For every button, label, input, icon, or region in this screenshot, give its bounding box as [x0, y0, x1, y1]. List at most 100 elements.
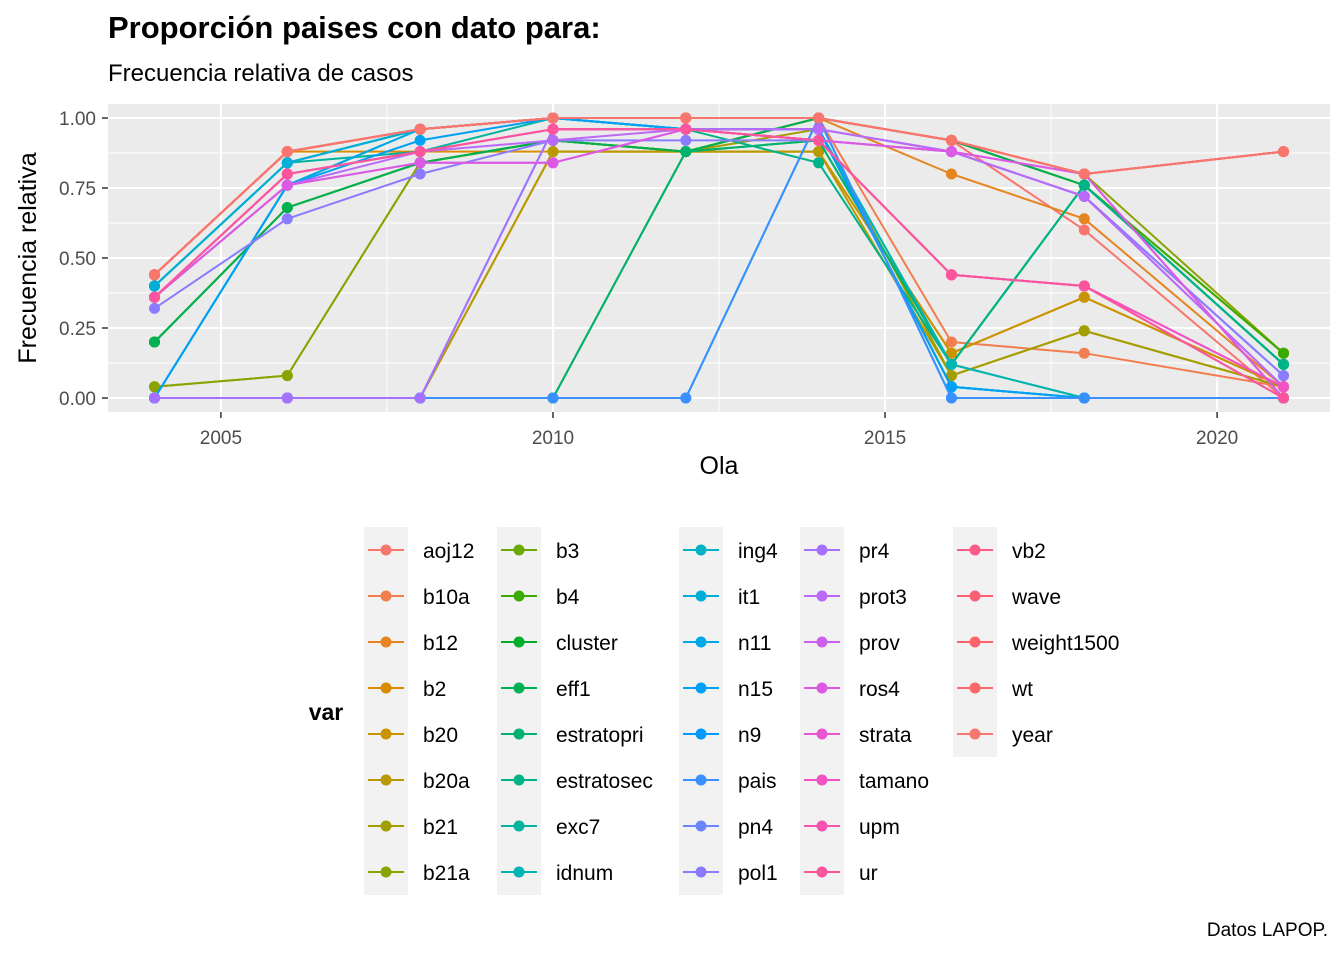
legend-item-tamano: tamano [804, 770, 929, 793]
data-point [547, 112, 559, 124]
data-point [414, 392, 426, 404]
legend-label: estratosec [556, 770, 653, 793]
legend-label: b12 [423, 632, 458, 655]
data-point [1278, 358, 1290, 370]
legend-item-ros4: ros4 [804, 678, 900, 701]
legend-item-ur: ur [804, 862, 878, 885]
chart-title: Proporción paises con dato para: [108, 10, 601, 45]
legend-item-eff1: eff1 [501, 678, 591, 701]
data-point [680, 146, 692, 158]
legend-key-point [816, 636, 828, 648]
x-tick-label: 2010 [532, 428, 574, 449]
legend-key-point [513, 774, 525, 786]
legend-item-aoj12: aoj12 [368, 540, 474, 563]
data-point [281, 213, 293, 225]
legend-label: idnum [556, 862, 613, 885]
data-point [281, 392, 293, 404]
data-point [945, 168, 957, 180]
legend-label: n9 [738, 724, 761, 747]
legend-item-wave: wave [957, 586, 1061, 609]
data-point [813, 134, 825, 146]
legend-item-b3: b3 [501, 540, 579, 563]
legend-key-point [969, 544, 981, 556]
legend-key-point [695, 774, 707, 786]
data-point [813, 157, 825, 169]
legend-label: b2 [423, 678, 446, 701]
data-point [1278, 146, 1290, 158]
legend-item-n9: n9 [683, 724, 761, 747]
legend-key-point [695, 820, 707, 832]
legend-label: b4 [556, 586, 580, 609]
data-point [281, 146, 293, 158]
data-point [813, 112, 825, 124]
legend: aoj12 b10a b12 b2 b20 b20a b21 b21a b3 b4 cluster e… [364, 527, 1119, 895]
series-ur [148, 123, 1290, 404]
y-tick-label: 0.75 [59, 179, 96, 200]
legend-key-point [695, 682, 707, 694]
series-year [148, 112, 1290, 281]
data-point [945, 146, 957, 158]
legend-key-point [380, 544, 392, 556]
legend-label: it1 [738, 586, 760, 609]
data-point [1278, 370, 1290, 382]
legend-item-estratosec: estratosec [501, 770, 653, 793]
data-point [1078, 291, 1090, 303]
legend-key-background [364, 527, 408, 895]
legend-item-pol1: pol1 [683, 862, 778, 885]
data-point [547, 146, 559, 158]
legend-key-point [380, 590, 392, 602]
data-point [547, 123, 559, 135]
legend-label: prov [859, 632, 900, 655]
legend-label: b21 [423, 816, 458, 839]
data-point [281, 179, 293, 191]
data-point [281, 168, 293, 180]
data-point [945, 358, 957, 370]
chart-caption: Datos LAPOP. [1206, 920, 1328, 941]
legend-label: strata [859, 724, 912, 747]
data-point [414, 146, 426, 158]
legend-key-point [513, 820, 525, 832]
legend-item-b4: b4 [501, 586, 580, 609]
legend-label: year [1012, 724, 1053, 747]
legend-key-point [816, 774, 828, 786]
data-point [1078, 168, 1090, 180]
legend-key-point [695, 866, 707, 878]
legend-key-point [816, 544, 828, 556]
data-point [1078, 224, 1090, 236]
legend-key-background [497, 527, 541, 895]
data-point [1078, 190, 1090, 202]
legend-label: ros4 [859, 678, 900, 701]
data-point [813, 146, 825, 158]
series-layer [148, 112, 1290, 404]
data-point [414, 134, 426, 146]
data-point [414, 123, 426, 135]
x-tick-label: 2005 [200, 428, 242, 449]
x-axis-label: Ola [700, 452, 739, 480]
data-point [148, 302, 160, 314]
data-point [414, 168, 426, 180]
legend-item-cluster: cluster [501, 632, 618, 655]
legend-item-idnum: idnum [501, 862, 613, 885]
legend-key-point [513, 866, 525, 878]
legend-key-point [816, 820, 828, 832]
y-tick-label: 1.00 [59, 109, 96, 130]
data-point [680, 392, 692, 404]
legend-key-point [380, 682, 392, 694]
legend-label: upm [859, 816, 900, 839]
data-point [1278, 392, 1290, 404]
legend-item-prot3: prot3 [804, 586, 907, 609]
legend-key-point [816, 866, 828, 878]
legend-key-background [800, 527, 844, 895]
legend-key-point [513, 682, 525, 694]
legend-item-ing4: ing4 [683, 540, 778, 563]
legend-label: b20a [423, 770, 470, 793]
legend-key-point [380, 636, 392, 648]
legend-key-point [969, 636, 981, 648]
data-point [148, 291, 160, 303]
legend-label: b20 [423, 724, 458, 747]
x-tick-label: 2015 [864, 428, 906, 449]
legend-key-point [513, 636, 525, 648]
legend-label: n11 [738, 632, 771, 655]
legend-item-weight1500: weight1500 [957, 632, 1119, 655]
legend-item-it1: it1 [683, 586, 760, 609]
